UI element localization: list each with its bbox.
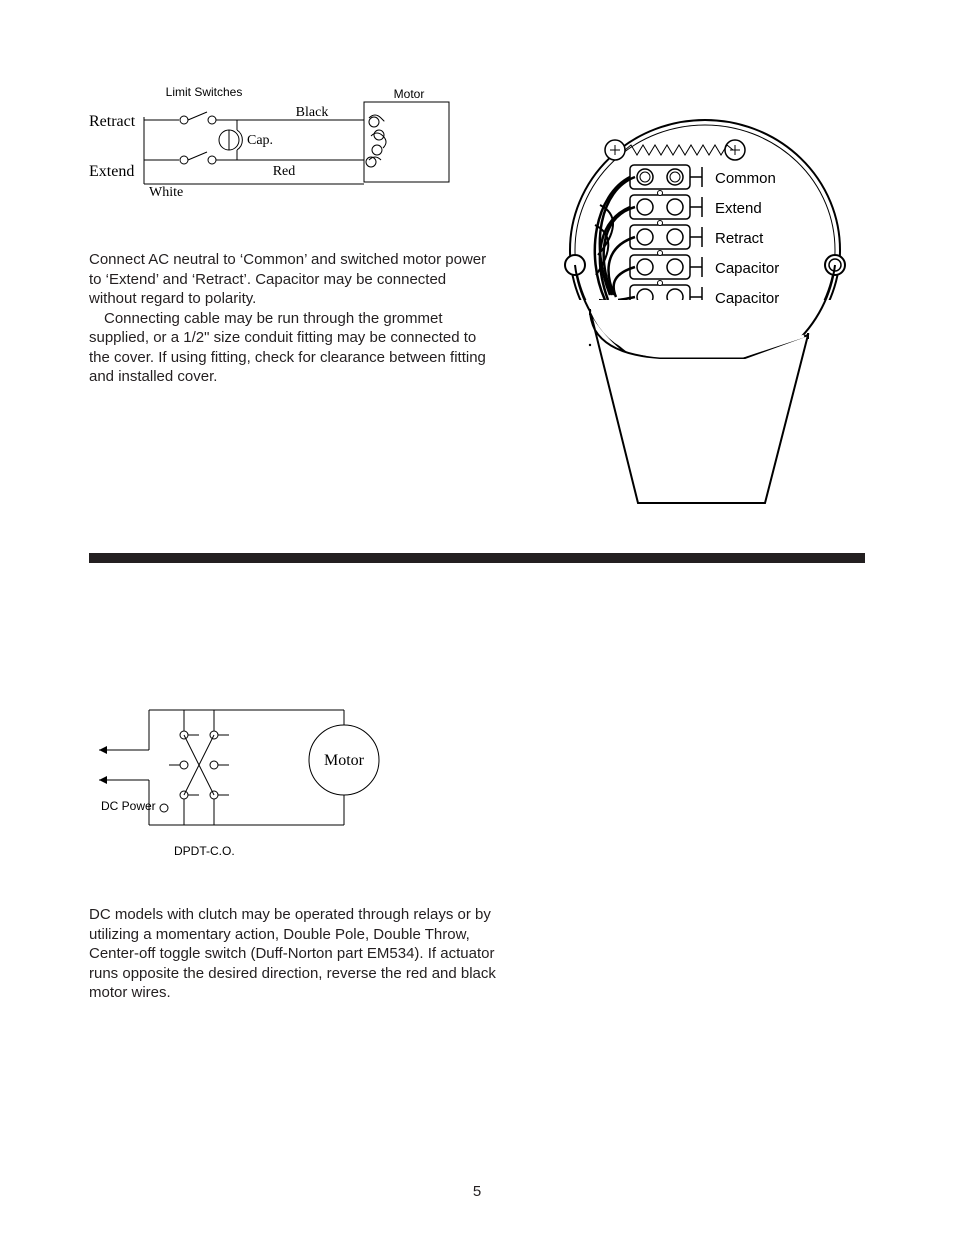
black-wire-label: Black: [296, 105, 329, 120]
retract-label: Retract: [89, 113, 136, 130]
terminal-label-cap2: Capacitor: [715, 290, 779, 307]
para-ac-1: Connect AC neutral to ‘Common’ and switc…: [89, 250, 489, 309]
motor-label-dc: Motor: [324, 752, 365, 769]
dc-power-label: DC Power: [101, 799, 156, 813]
terminal-label-common: Common: [715, 170, 776, 187]
limit-switches-label: Limit Switches: [166, 85, 243, 99]
dpdt-label: DPDT-C.O.: [174, 844, 235, 858]
instruction-text-ac: Connect AC neutral to ‘Common’ and switc…: [89, 250, 489, 387]
cap-label: Cap.: [247, 133, 273, 148]
para-dc-1: DC models with clutch may be operated th…: [89, 905, 509, 1003]
schematic-limit-switches: Motor Limit Switches Retract Black Exte: [89, 80, 459, 210]
section-divider: [89, 553, 865, 563]
schematic-dc-dpdt: Motor: [89, 680, 409, 880]
terminal-block-diagram: Common Extend Retract Capacitor Capacito…: [560, 105, 870, 505]
document-page: Motor Limit Switches Retract Black Exte: [0, 0, 954, 1235]
terminal-label-extend: Extend: [715, 200, 762, 217]
extend-label: Extend: [89, 163, 134, 180]
terminal-label-retract: Retract: [715, 230, 764, 247]
para-ac-2: Connecting cable may be run through the …: [89, 309, 489, 387]
terminal-label-cap1: Capacitor: [715, 260, 779, 277]
motor-label: Motor: [394, 87, 425, 101]
white-wire-label: White: [149, 185, 183, 200]
page-number: 5: [0, 1183, 954, 1200]
red-wire-label: Red: [273, 164, 296, 179]
instruction-text-dc: DC models with clutch may be operated th…: [89, 905, 509, 1003]
